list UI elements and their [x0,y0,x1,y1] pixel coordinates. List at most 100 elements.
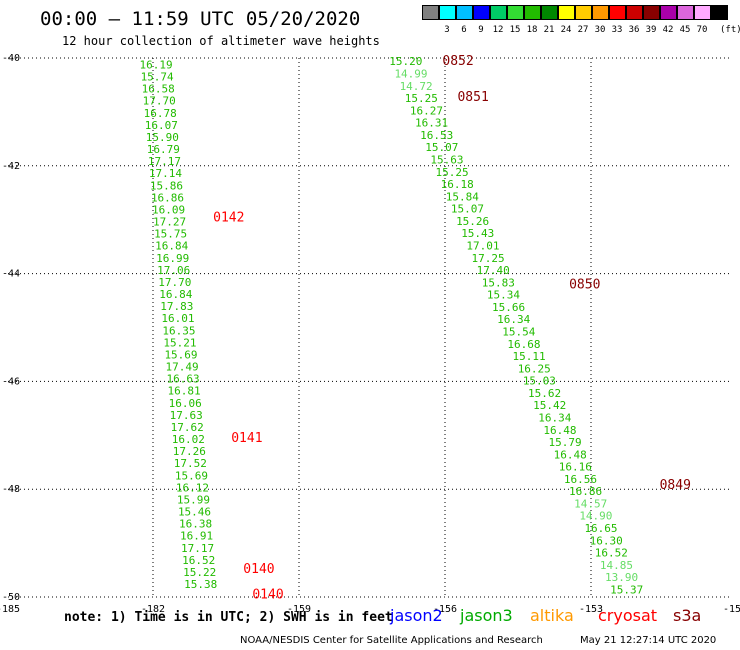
legend-label: 12 [492,25,504,35]
legend-label: 30 [594,25,606,35]
lon-tick-label: -159 [287,604,311,615]
wave-height-value: 14.90 [579,510,612,523]
wave-height-value: 16.07 [145,119,178,132]
wave-height-value: 15.43 [461,227,494,240]
wave-height-value: 14.99 [394,68,427,81]
legend-label: 33 [611,25,623,35]
wave-height-value: 17.17 [148,155,181,168]
wave-height-value: 16.48 [543,424,576,437]
wave-height-value: 17.17 [181,542,214,555]
lat-tick-label: -46 [2,376,20,387]
wave-height-value: 16.16 [559,461,592,474]
pass-time-label: 0851 [457,90,488,105]
wave-height-value: 15.38 [184,578,217,591]
wave-height-value: 17.01 [466,239,499,252]
lat-tick-label: -44 [2,269,20,280]
wave-height-value: 17.27 [153,216,186,229]
legend-label: 18 [526,25,538,35]
wave-height-value: 16.19 [140,58,173,71]
lon-tick-label: -15 [723,604,740,615]
wave-height-value: 16.38 [179,518,212,531]
wave-height-value: 17.26 [173,445,206,458]
satellite-jason3: jason3 [460,606,513,625]
lat-tick-label: -50 [2,592,20,603]
wave-height-value: 15.11 [513,350,546,363]
wave-height-value: 16.86 [569,485,602,498]
wave-height-value: 14.85 [600,559,633,572]
lon-tick-label: -156 [433,604,457,615]
wave-height-value: 17.70 [158,276,191,289]
satellite-s3a: s3a [673,606,702,625]
wave-height-value: 15.46 [178,506,211,519]
wave-height-value: 15.99 [177,493,210,506]
wave-height-value: 16.86 [151,191,184,204]
satellite-cryosat: cryosat [598,606,658,625]
wave-height-value: 16.52 [182,554,215,567]
credit-line: NOAA/NESDIS Center for Satellite Applica… [240,635,543,646]
timestamp: May 21 12:27:14 UTC 2020 [580,635,717,646]
legend-label: 36 [628,25,640,35]
legend-swatch [558,5,575,20]
lat-tick-label: -48 [2,484,20,495]
legend-swatch [694,5,711,20]
pass-time-label: 0852 [442,54,473,69]
wave-height-value: 16.18 [441,178,474,191]
wave-height-value: 14.72 [400,80,433,93]
wave-height-value: 14.57 [574,497,607,510]
wave-height-value: 16.84 [155,240,188,253]
wave-height-value: 15.63 [430,154,463,167]
wave-height-value: 15.79 [549,436,582,449]
legend-label: 6 [461,25,467,35]
pass-time-label: 0140 [252,587,283,602]
wave-height-value: 16.31 [415,117,448,130]
wave-height-value: 15.54 [502,325,535,338]
wave-height-value: 16.35 [162,324,195,337]
wave-height-value: 15.34 [487,289,520,302]
wave-height-value: 17.62 [171,421,204,434]
footer-note: note: 1) Time is in UTC; 2) SWH is in fe… [64,610,393,625]
legend-swatch [677,5,694,20]
wave-height-value: 16.25 [518,362,551,375]
legend-swatch [711,5,728,20]
wave-height-value: 16.53 [420,129,453,142]
page-title: 00:00 – 11:59 UTC 05/20/2020 [40,8,361,30]
wave-height-value: 16.02 [172,433,205,446]
legend-label: 3 [444,25,450,35]
legend-unit: (ft) [720,25,740,35]
wave-height-value: 15.62 [528,387,561,400]
wave-height-value: 16.27 [410,104,443,117]
legend-label: 21 [543,25,555,35]
wave-height-value: 15.90 [146,131,179,144]
wave-height-value: 17.70 [143,95,176,108]
wave-height-value: 16.81 [168,385,201,398]
legend-swatch [507,5,524,20]
legend-swatch [592,5,609,20]
wave-height-value: 15.21 [163,336,196,349]
wave-height-value: 17.63 [170,409,203,422]
legend-swatch [473,5,490,20]
wave-height-value: 15.25 [436,166,469,179]
wave-height-value: 16.56 [564,473,597,486]
page-subtitle: 12 hour collection of altimeter wave hei… [62,34,380,48]
legend-label: 42 [662,25,674,35]
wave-height-value: 15.84 [446,190,479,203]
wave-height-value: 15.66 [492,301,525,314]
legend-swatch [660,5,677,20]
legend-label: 9 [478,25,484,35]
wave-height-value: 16.06 [169,397,202,410]
pass-time-label: 0142 [213,211,244,226]
wave-height-value: 16.52 [595,547,628,560]
wave-height-value: 16.78 [144,107,177,120]
wave-height-value: 16.68 [507,338,540,351]
wave-height-value: 15.75 [154,228,187,241]
wave-height-value: 15.37 [610,583,643,596]
legend-swatch [541,5,558,20]
wave-height-value: 17.83 [160,300,193,313]
lat-tick-label: -40 [2,53,20,64]
pass-time-label: 0141 [231,431,262,446]
legend-label: 39 [645,25,657,35]
wave-height-value: 15.20 [389,55,422,68]
wave-height-value: 15.86 [150,179,183,192]
lon-tick-label: -185 [0,604,20,615]
